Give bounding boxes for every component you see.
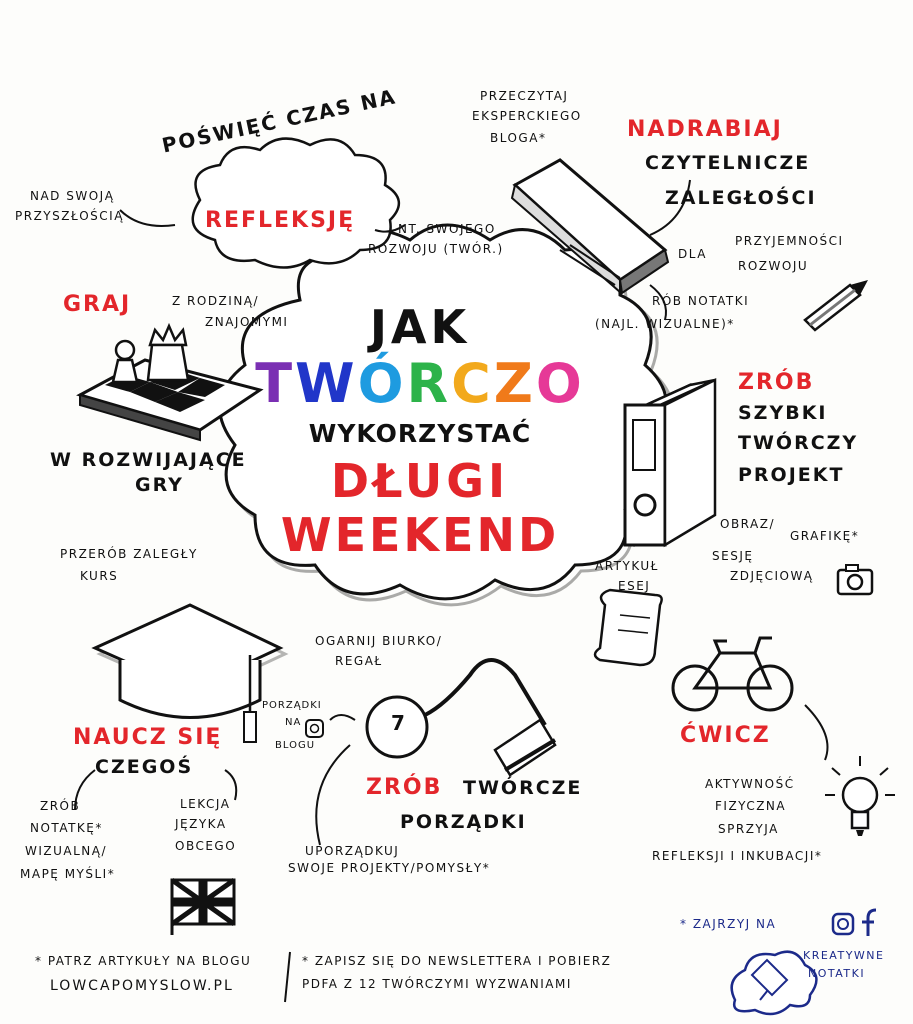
- tidy-sub-1: UPORZĄDKUJ: [305, 844, 400, 858]
- learn-left-3: WIZUALNĄ/: [25, 844, 108, 858]
- course-note-2: KURS: [80, 569, 119, 583]
- central-cloud: [218, 223, 674, 607]
- reading-keyword: NADRABIAJ: [627, 117, 783, 142]
- tidy-porzadki-2: NA: [285, 717, 302, 728]
- reading-top-note-1: PRZECZYTAJ: [480, 89, 569, 103]
- exercise-line-1: AKTYWNOŚĆ: [705, 777, 795, 791]
- kreatywne-notatki-logo: [730, 950, 818, 1016]
- vacuum-number: 7: [391, 711, 406, 735]
- course-note-1: PRZERÓB ZALEGŁY: [60, 547, 198, 561]
- tidy-keyword: ZRÓB: [366, 775, 443, 800]
- learn-left-1: ZRÓB: [40, 799, 81, 813]
- reading-top-note-3: BLOGA*: [490, 131, 547, 145]
- title-line-weekend: WEEKEND: [280, 508, 560, 562]
- title-rainbow-word: TWÓRCZO: [250, 352, 590, 415]
- reading-dla: DLA: [678, 247, 707, 261]
- reading-purpose-1: PRZYJEMNOŚCI: [735, 234, 844, 248]
- learn-left-4: MAPĘ MYŚLI*: [20, 867, 116, 881]
- project-sesje-1: SESJĘ: [712, 549, 754, 563]
- reading-notes-1: RÓB NOTATKI: [652, 294, 750, 308]
- learn-line: CZEGOŚ: [95, 756, 194, 778]
- graduation-cap-drawing: [91, 603, 289, 743]
- reflection-keyword: REFLEKSJĘ: [205, 208, 356, 233]
- footer-social-note: * ZAJRZYJ NA: [680, 917, 777, 931]
- learn-right-3: OBCEGO: [175, 839, 237, 853]
- reading-purpose-2: ROZWOJU: [738, 259, 809, 273]
- facebook-icon: [862, 908, 877, 936]
- reflection-right-note-2: ROZWOJU (TWÓR.): [368, 242, 504, 256]
- instagram-icon: [831, 912, 855, 936]
- tidy-line-2: PORZĄDKI: [400, 811, 527, 833]
- title-line-wykorzystac: WYKORZYSTAĆ: [308, 419, 532, 448]
- exercise-line-2: FIZYCZNA: [715, 799, 787, 813]
- rainbow-letter-3: R: [406, 352, 452, 415]
- tidy-porzadki-1: PORZĄDKI: [262, 700, 322, 711]
- footer-divider: [284, 951, 291, 1003]
- footer-pdf-note: PDFA Z 12 TWÓRCZYMI WYZWANIAMI: [302, 977, 572, 991]
- lightbulb-drawing: [825, 756, 895, 836]
- rainbow-letter-5: Z: [493, 352, 536, 415]
- games-note-1: Z RODZINĄ/: [172, 294, 260, 308]
- reading-notes-2: (NAJL. WIZUALNE)*: [595, 317, 735, 331]
- games-note-2: ZNAJOMYMI: [205, 315, 289, 329]
- title-line-dlugi: DŁUGI: [330, 454, 510, 508]
- learn-left-2: NOTATKĘ*: [30, 821, 103, 835]
- brand-name-2: NOTATKI: [808, 967, 866, 980]
- learn-right-1: LEKCJA: [180, 797, 231, 811]
- footer-left-note: * PATRZ ARTYKUŁY NA BLOGU: [35, 954, 252, 968]
- exercise-line-4: REFLEKSJI I INKUBACJI*: [652, 849, 823, 863]
- instagram-small-icon: [305, 719, 324, 738]
- project-sesje-2: ZDJĘCIOWĄ: [730, 569, 814, 583]
- title-line-jak: JAK: [369, 300, 471, 354]
- reading-line-2: ZALEGŁOŚCI: [665, 187, 817, 209]
- binder-drawing: [623, 377, 717, 548]
- tidy-note-1: OGARNIJ BIURKO/: [315, 634, 443, 648]
- project-grafike: GRAFIKĘ*: [790, 529, 860, 543]
- rainbow-letter-0: T: [255, 352, 296, 415]
- reflection-left-note-1: NAD SWOJĄ: [30, 189, 115, 203]
- reading-top-note-2: EKSPERCKIEGO: [472, 109, 582, 123]
- camera-drawing: [836, 564, 874, 596]
- main-title: JAK TWÓRCZO WYKORZYSTAĆ DŁUGI WEEKEND: [250, 300, 590, 562]
- tidy-note-2: REGAŁ: [335, 654, 383, 668]
- project-artykul-1: ARTYKUŁ: [595, 559, 659, 573]
- reflection-cloud: [119, 137, 406, 269]
- tidy-porzadki-3: BLOGU: [275, 740, 316, 751]
- rainbow-letter-6: O: [535, 352, 585, 415]
- tidy-sub-2: SWOJE PROJEKTY/POMYSŁY*: [288, 861, 491, 875]
- project-obraz: OBRAZ/: [720, 517, 776, 531]
- chess-drawing: [76, 322, 264, 442]
- learn-keyword: NAUCZ SIĘ: [73, 725, 223, 750]
- project-keyword: ZRÓB: [738, 370, 815, 395]
- games-line-1: W ROZWIJAJĄCE: [50, 449, 247, 471]
- exercise-keyword: ĆWICZ: [680, 723, 771, 748]
- reading-line-1: CZYTELNICZE: [645, 152, 811, 174]
- book-drawing: [510, 158, 691, 321]
- reflection-right-note-1: NT. SWOJEGO: [398, 222, 496, 236]
- scroll-drawing: [593, 588, 663, 667]
- games-line-2: GRY: [135, 474, 184, 496]
- brand-name-1: KREATYWNE: [803, 949, 885, 962]
- footer-blog-link[interactable]: LOWCAPOMYSLOW.PL: [50, 978, 234, 994]
- learn-right-2: JĘZYKA: [175, 817, 227, 831]
- project-line-1: SZYBKI: [738, 402, 828, 424]
- rainbow-letter-2: Ó: [357, 352, 407, 415]
- tidy-line-1: TWÓRCZE: [463, 777, 583, 799]
- exercise-line-3: SPRZYJA: [718, 822, 779, 836]
- project-line-2: TWÓRCZY: [738, 432, 859, 454]
- pencil-drawing: [803, 280, 868, 332]
- learn-connectors: [74, 769, 238, 811]
- project-artykul-2: ESEJ: [618, 579, 651, 593]
- uk-flag-drawing: [170, 877, 236, 935]
- project-line-3: PROJEKT: [738, 464, 845, 486]
- footer-newsletter-note: * ZAPISZ SIĘ DO NEWSLETTERA I POBIERZ: [302, 954, 612, 968]
- games-keyword: GRAJ: [63, 292, 132, 317]
- rainbow-letter-4: C: [451, 352, 494, 415]
- reflection-left-note-2: PRZYSZŁOŚCIĄ: [15, 209, 124, 223]
- rainbow-letter-1: W: [295, 352, 358, 415]
- vacuum-drawing: [315, 658, 557, 846]
- bicycle-drawing: [671, 636, 829, 761]
